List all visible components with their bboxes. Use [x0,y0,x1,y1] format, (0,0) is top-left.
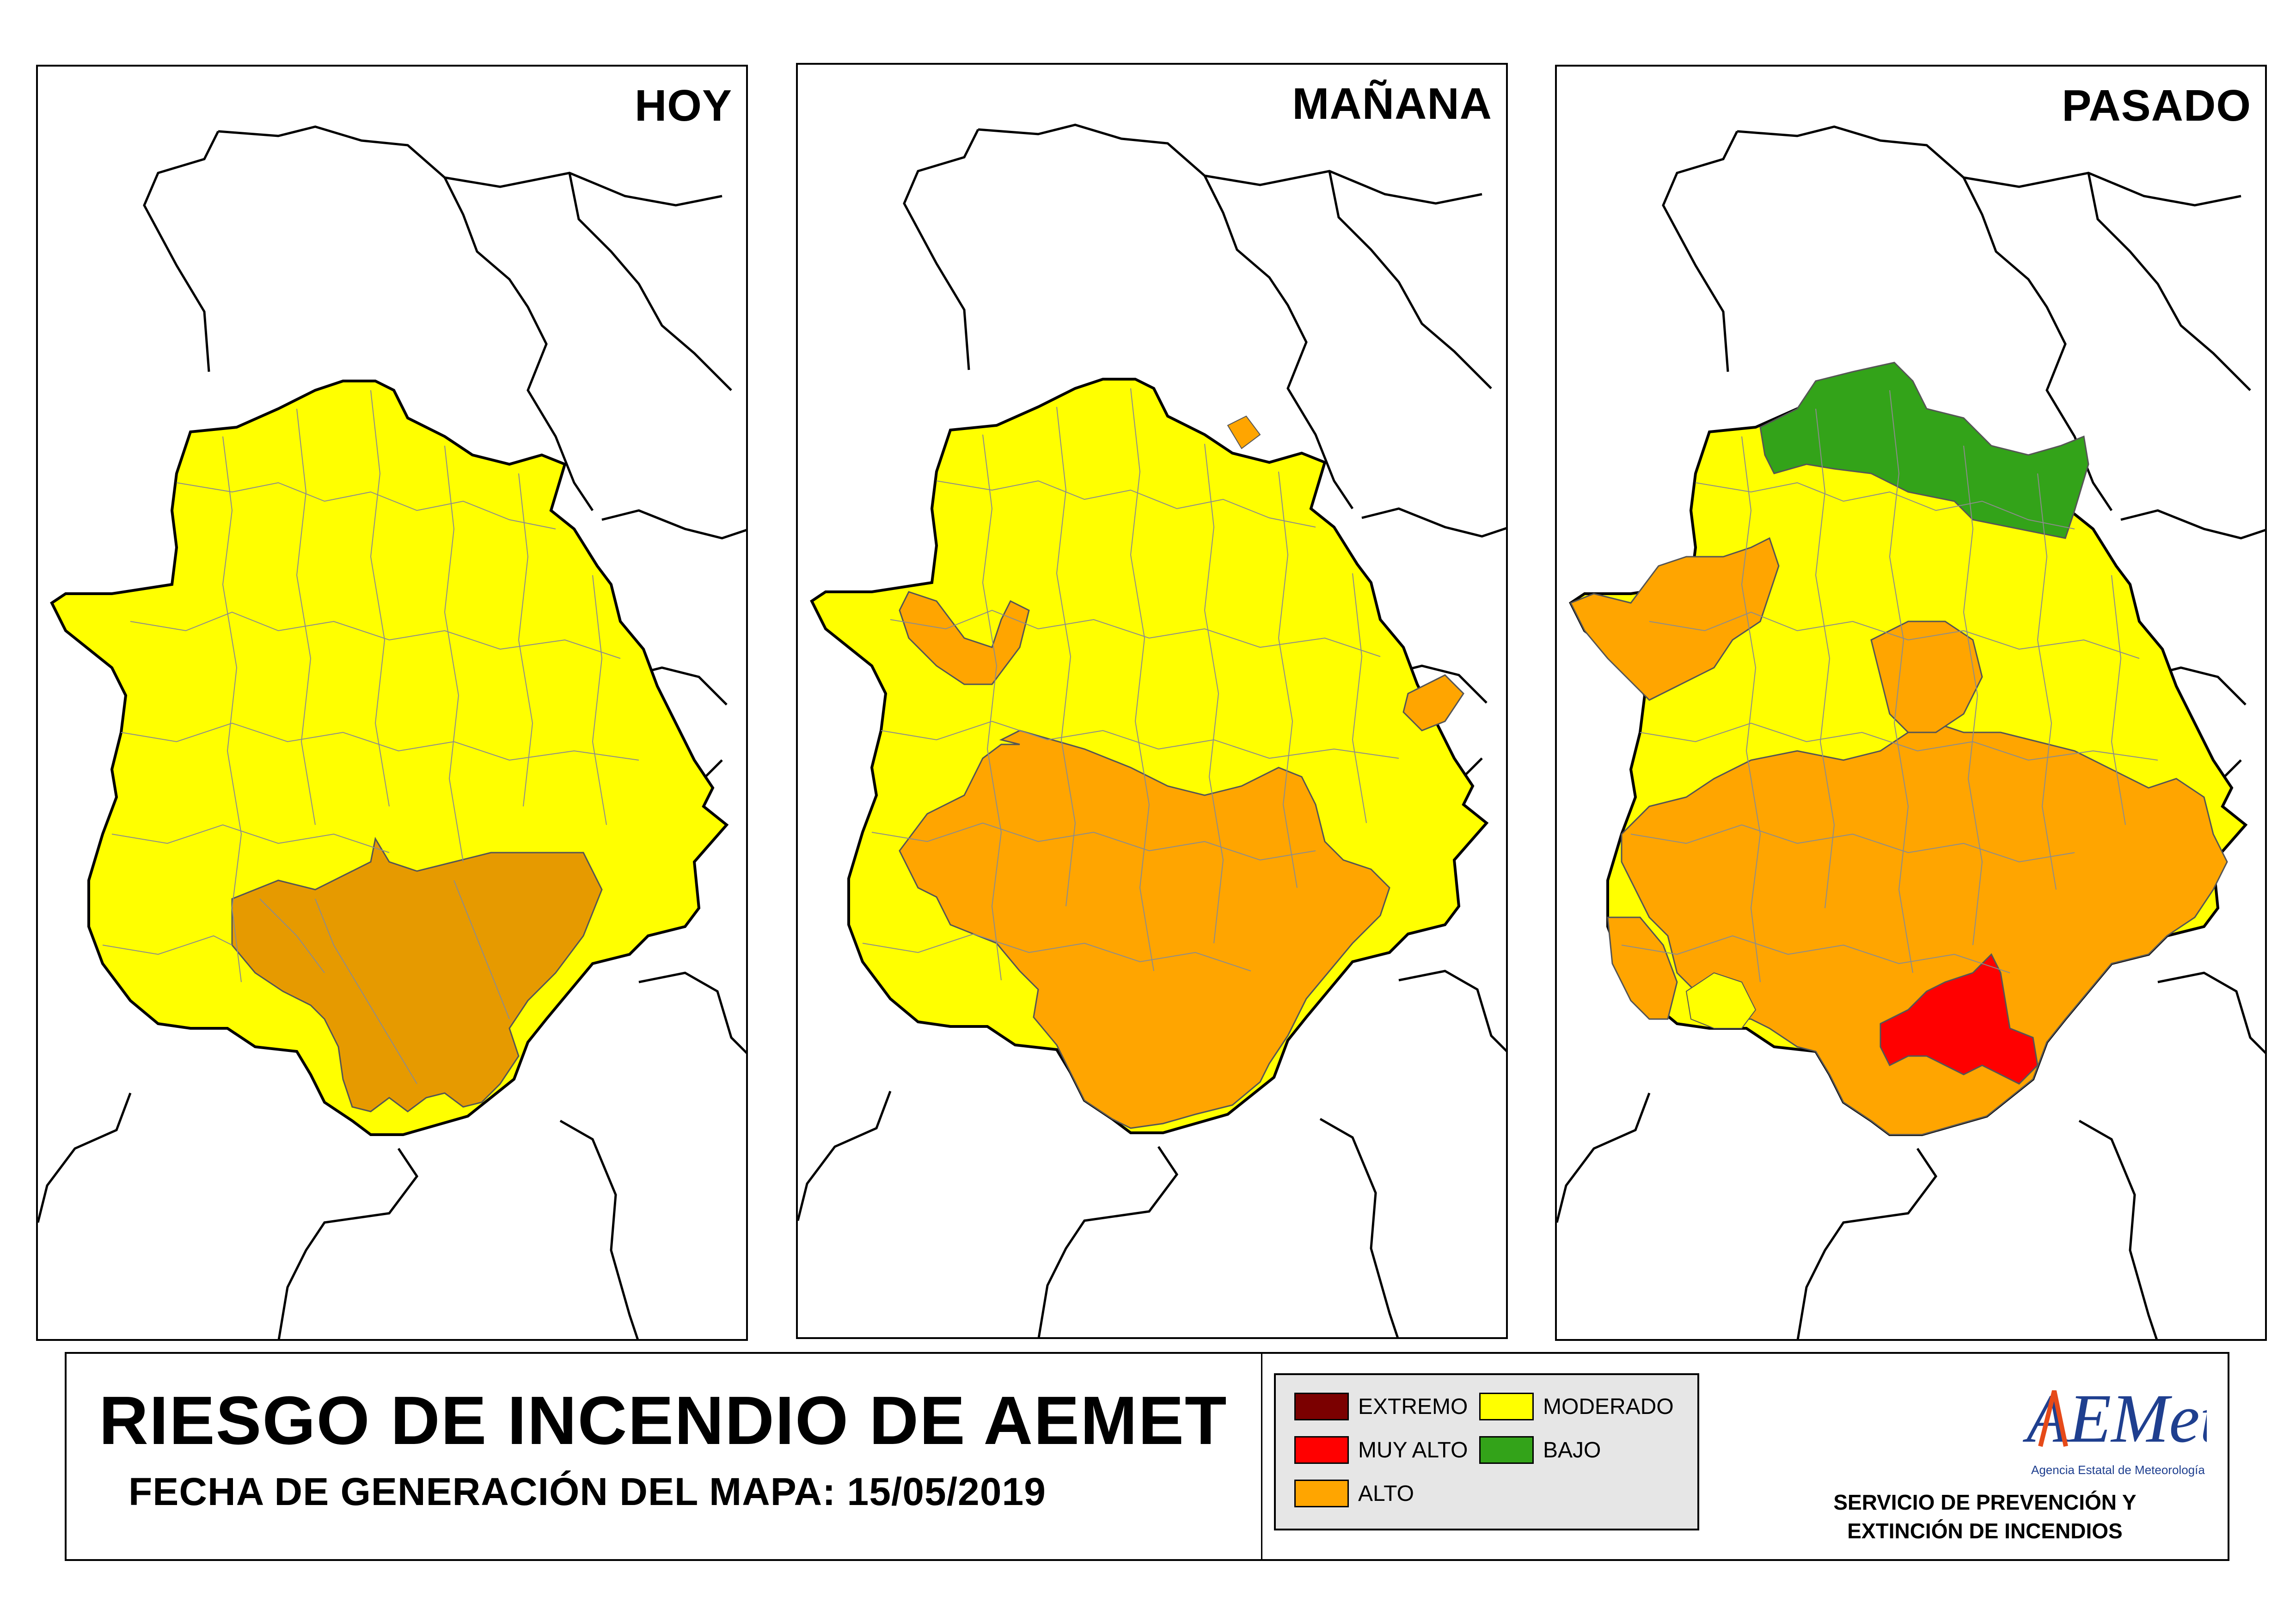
region-alto-center-pasado [1870,621,1983,733]
legend-item-moderado: MODERADO [1479,1393,1674,1420]
region-alto-manana [899,730,1390,1129]
region-moderado-islet-pasado [1685,972,1757,1029]
map-panel-hoy: HOY [36,65,748,1341]
service-text: SERVICIO DE PREVENCIÓN Y EXTINCIÓN DE IN… [1777,1488,2193,1545]
legend-swatch [1294,1480,1349,1507]
main-title: RIESGO DE INCENDIO DE AEMET [99,1382,1228,1459]
logo-accent [2038,1390,2068,1447]
legend-swatch [1294,1436,1349,1464]
logo-subtext: Agencia Estatal de Meteorología [2031,1463,2205,1477]
legend-item-alto: ALTO [1294,1480,1414,1507]
sub-title: FECHA DE GENERACIÓN DEL MAPA: 15/05/2019 [129,1470,1046,1513]
legend-swatch [1294,1393,1349,1420]
map-manana [798,123,1506,1337]
legend-item-bajo: BAJO [1479,1436,1601,1464]
region-alto-hoy [231,836,603,1112]
region-alto-ne-manana [1227,415,1261,449]
municipal-lines-manana [862,388,1399,981]
region-alto-west-pasado [1569,537,1780,701]
legend-label: ALTO [1358,1481,1414,1506]
legend-label: MUY ALTO [1358,1438,1468,1462]
aemet-logo: AEMet Agencia Estatal de Meteorología [2022,1380,2207,1477]
panel-title: PASADO [2062,81,2251,130]
legend-label: EXTREMO [1358,1394,1468,1419]
service-line-2: EXTINCIÓN DE INCENDIOS [1847,1519,2123,1543]
legend-swatch [1479,1436,1534,1464]
service-line-1: SERVICIO DE PREVENCIÓN Y [1833,1490,2137,1514]
legend-label: BAJO [1543,1438,1601,1462]
municipal-lines-hoy [102,390,639,1084]
legend-swatch [1479,1393,1534,1420]
legend: EXTREMO MODERADO MUY ALTO BAJO ALTO [1274,1373,1699,1530]
municipal-lines-pasado [1621,390,2158,983]
region-alto-west2-pasado [1607,916,1678,1020]
map-panel-pasado: PASADO [1555,65,2267,1341]
footer: RIESGO DE INCENDIO DE AEMET FECHA DE GEN… [65,1352,2229,1561]
map-panel-manana: MAÑANA [796,63,1508,1339]
map-pasado [1557,125,2265,1339]
region-alto-west-manana [899,591,1030,685]
panel-title: MAÑANA [1292,79,1492,129]
region-muy-alto-pasado [1880,953,2039,1085]
map-hoy [38,125,746,1339]
legend-label: MODERADO [1543,1394,1674,1419]
legend-item-extremo: EXTREMO [1294,1393,1468,1420]
logo-text: AEMet [2022,1380,2207,1457]
region-bajo-pasado [1759,362,2089,539]
legend-item-muy-alto: MUY ALTO [1294,1436,1468,1464]
footer-divider [1261,1354,1262,1559]
panel-title: HOY [634,81,732,130]
region-alto-south-pasado [1621,722,2228,1136]
region-alto-east-manana [1402,674,1464,731]
